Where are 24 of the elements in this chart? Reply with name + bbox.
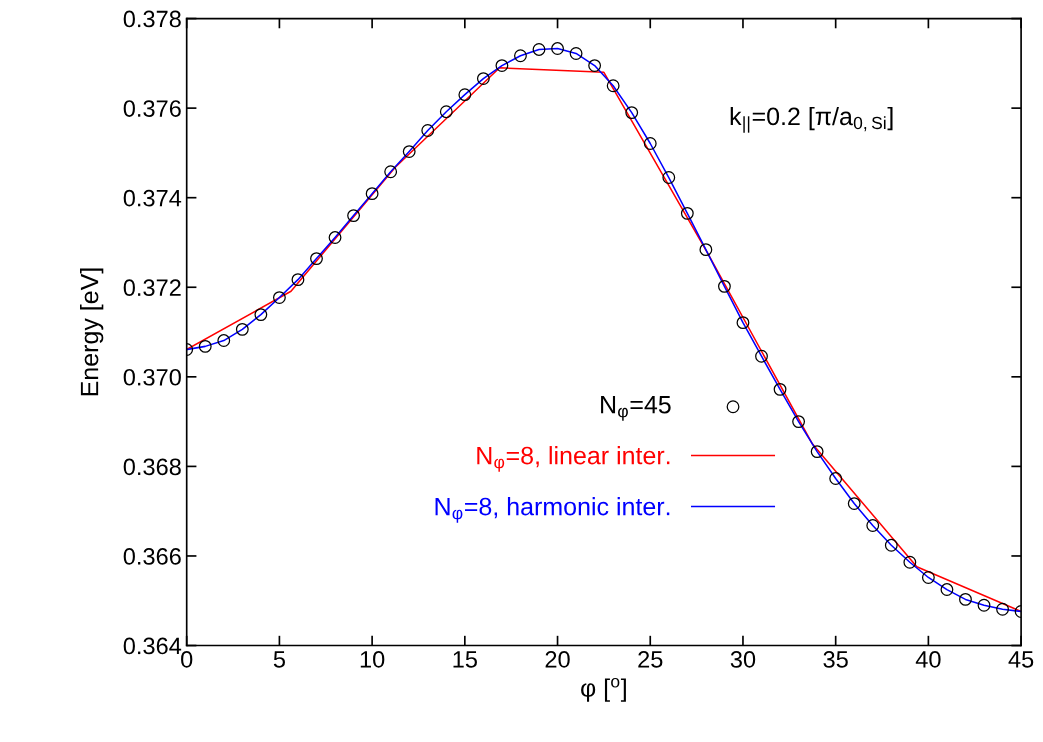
x-tick-label: 5 — [273, 651, 285, 668]
legend-label: N$_{φ}$=45 — [601, 396, 671, 421]
y-tick-label: 0.366 — [123, 548, 181, 565]
x-tick-label: 20 — [545, 651, 570, 668]
x-tick-label: 25 — [638, 651, 663, 668]
y-tick-label: 0.364 — [123, 637, 182, 655]
y-tick-label: 0.368 — [123, 458, 181, 476]
x-tick-label: 15 — [453, 651, 477, 668]
x-tick-label: 0 — [181, 651, 193, 668]
legend-label: N$_{φ}$=8, linear inter. — [477, 446, 670, 472]
y-tick-label: 0.370 — [123, 368, 181, 386]
x-tick-label: 40 — [915, 651, 941, 668]
x-axis-title: φ [$^{o}$] — [581, 677, 626, 702]
annotation: k$_{||}$=0.2 [π/a$_{0,Si}$] — [730, 106, 893, 133]
y-tick-label: 0.372 — [123, 279, 181, 297]
legend-label: N$_{φ}$=8, harmonic inter. — [435, 497, 670, 523]
x-tick-label: 30 — [730, 651, 756, 668]
y-axis-title: Energy [eV] — [80, 268, 104, 396]
x-tick-label: 35 — [823, 651, 848, 668]
x-tick-label: 10 — [360, 651, 385, 668]
y-tick-label: 0.374 — [123, 189, 182, 207]
y-tick-label: 0.376 — [123, 100, 181, 117]
x-tick-label: 45 — [1008, 651, 1034, 668]
y-tick-label: 0.378 — [123, 10, 181, 28]
